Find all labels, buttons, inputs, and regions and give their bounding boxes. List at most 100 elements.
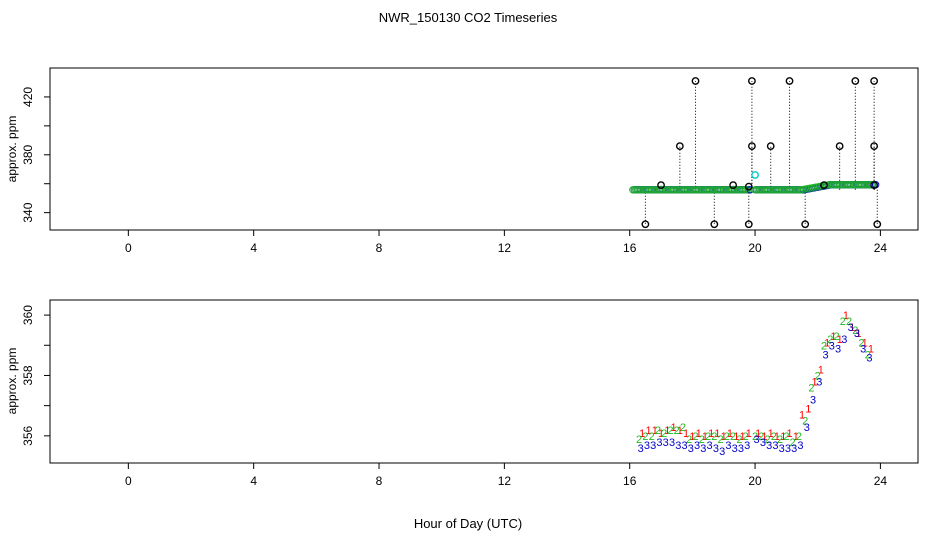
bottom-series-2-point: 2: [790, 437, 796, 449]
bottom-series-2-point: 2: [655, 425, 661, 437]
bottom-series-3-point: 3: [835, 343, 841, 355]
bottom-series-2-point: 2: [718, 434, 724, 446]
bottom-series-2-point: 2: [705, 431, 711, 443]
bottom-series-2-point: 2: [636, 434, 642, 446]
bottom-series-1-point: 1: [868, 343, 874, 355]
top-y-axis-label: approx. ppm: [5, 116, 19, 183]
bottom-series-2-point: 2: [808, 383, 814, 395]
top-outlier-point: [675, 142, 684, 151]
bottom-series-1-point: 1: [799, 410, 805, 422]
bottom-series-1-point: 1: [683, 428, 689, 440]
bottom-series-2-point: 2: [758, 431, 764, 443]
bottom-series-1-point: 1: [812, 377, 818, 389]
bottom-series-1-point: 1: [652, 425, 658, 437]
bottom-series-3-point: 3: [713, 443, 719, 455]
bottom-series-3-point: 3: [860, 343, 866, 355]
bottom-series-2-point: 2: [736, 434, 742, 446]
bottom-series-2-point: 2: [846, 316, 852, 328]
top-y-tick-label: 380: [21, 144, 35, 164]
bottom-series-1-point: 1: [855, 328, 861, 340]
top-outlier-point: [870, 181, 879, 190]
bottom-series-2-point: 2: [777, 434, 783, 446]
bottom-series-3-point: 3: [785, 443, 791, 455]
bottom-x-tick-label: 20: [748, 474, 762, 488]
bottom-series-2-point: 2: [765, 434, 771, 446]
bottom-series-1-point: 1: [755, 428, 761, 440]
bottom-series-1-point: 1: [645, 425, 651, 437]
top-outlier-point: [748, 142, 756, 151]
bottom-series-1-point: 1: [639, 428, 645, 440]
top-x-tick-label: 8: [376, 241, 383, 255]
bottom-series-3-point: 3: [810, 395, 816, 407]
top-x-tick-label: 16: [623, 241, 637, 255]
bottom-series-1-point: 1: [780, 431, 786, 443]
bottom-series-2-point: 2: [730, 431, 736, 443]
bottom-series-1-point: 1: [746, 428, 752, 440]
bottom-x-tick-label: 4: [250, 474, 257, 488]
bottom-series-3-point: 3: [822, 349, 828, 361]
bottom-series-3-point: 3: [791, 443, 797, 455]
bottom-series-2-point: 2: [815, 370, 821, 382]
bottom-x-tick-label: 8: [376, 474, 383, 488]
top-outlier-point: [851, 77, 860, 85]
bottom-series-2-point: 2: [859, 337, 865, 349]
top-plot-frame: [49, 67, 919, 231]
bottom-series-2-point: 2: [827, 334, 833, 346]
bottom-series-1-point: 1: [843, 310, 849, 322]
bottom-x-tick-label: 16: [623, 474, 637, 488]
top-outlier-point: [835, 142, 844, 151]
bottom-series-2-point: 2: [840, 316, 846, 328]
bottom-series-3-point: 3: [638, 443, 644, 455]
top-highlight-point: [751, 171, 759, 179]
bottom-series-1-point: 1: [671, 422, 677, 434]
bottom-x-tick-label: 0: [125, 474, 132, 488]
top-outlier-point: [710, 220, 719, 229]
bottom-series-3-point: 3: [848, 322, 854, 334]
top-outlier-point: [748, 77, 756, 85]
bottom-series-1-point: 1: [664, 425, 670, 437]
top-outlier-point: [691, 77, 700, 85]
bottom-series-2-point: 2: [783, 431, 789, 443]
top-x-tick-label: 0: [125, 241, 132, 255]
bottom-series-3-point: 3: [644, 440, 650, 452]
bottom-series-3-point: 3: [804, 422, 810, 434]
bottom-series-3-point: 3: [650, 440, 656, 452]
bottom-series-3-point: 3: [681, 440, 687, 452]
top-y-tick-label: 340: [21, 202, 35, 222]
top-data-marks: [629, 77, 882, 229]
bottom-series-2-point: 2: [649, 431, 655, 443]
bottom-series-3-point: 3: [669, 437, 675, 449]
top-x-tick-label: 12: [498, 241, 512, 255]
bottom-series-1-point: 1: [837, 334, 843, 346]
top-panel: approx. ppm 0 4 8 12 16 20 24 340 380 420: [5, 67, 919, 255]
bottom-series-3-point: 3: [663, 437, 669, 449]
top-outlier-point: [785, 77, 794, 85]
bottom-series-2-point: 2: [852, 325, 858, 337]
bottom-series-1-point: 1: [658, 428, 664, 440]
bottom-series-1-point: 1: [714, 428, 720, 440]
bottom-series-3-point: 3: [754, 434, 760, 446]
bottom-series-3-point: 3: [866, 352, 872, 364]
bottom-series-2-point: 2: [865, 349, 871, 361]
bottom-series-2-point: 2: [674, 425, 680, 437]
bottom-series-1-point: 1: [739, 431, 745, 443]
bottom-series-3-point: 3: [744, 440, 750, 452]
bottom-series-3-point: 3: [719, 446, 725, 458]
bottom-series-3-point: 3: [854, 328, 860, 340]
top-x-tick-label: 4: [250, 241, 257, 255]
top-outlier-point: [744, 182, 753, 191]
bottom-y-axis-label: approx. ppm: [5, 348, 19, 415]
bottom-series-1-point: 1: [702, 431, 708, 443]
bottom-series-2-point: 2: [771, 431, 777, 443]
bottom-series-3-point: 3: [694, 440, 700, 452]
bottom-series-1-point: 1: [774, 431, 780, 443]
bottom-series-3-point: 3: [732, 443, 738, 455]
bottom-plot-frame: [49, 299, 919, 464]
bottom-series-1-point: 1: [696, 428, 702, 440]
bottom-x-tick-label: 12: [498, 474, 512, 488]
bottom-series-2-point: 2: [802, 416, 808, 428]
bottom-series-2-point: 2: [796, 431, 802, 443]
top-outlier-point: [820, 181, 828, 190]
